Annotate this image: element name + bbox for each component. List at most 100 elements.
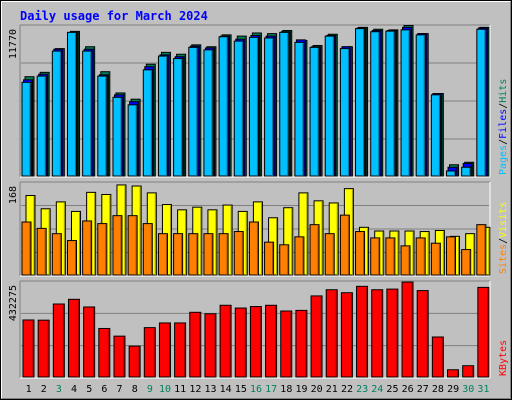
panel-visits-sites-bar-day-6 bbox=[97, 223, 108, 276]
panel-visits-sites-bar-day-5 bbox=[82, 220, 93, 276]
panel-kbytes-legend: KBytes bbox=[498, 340, 509, 376]
panel-hits-axis-max-label: 11770 bbox=[8, 29, 19, 59]
panel-visits-sites-bar-day-4 bbox=[66, 240, 77, 276]
panel-hits-pages-bar-day-16 bbox=[248, 36, 259, 177]
panel-visits-sites-bar-day-11 bbox=[173, 233, 184, 276]
panel-visits-sites-bar-day-8 bbox=[127, 215, 138, 276]
panel-kbytes-kbytes-bar-day-5 bbox=[83, 306, 96, 378]
panel-kbytes-kbytes-bar-day-21 bbox=[325, 289, 338, 378]
panel-kbytes-kbytes-bar-day-17 bbox=[265, 304, 278, 378]
panel-hits-pages-bar-day-5 bbox=[82, 50, 93, 177]
day-label-26: 26 bbox=[402, 384, 414, 395]
panel-visits-sites-bar-day-24 bbox=[370, 237, 381, 276]
panel-visits-sites-bar-day-26 bbox=[400, 245, 411, 276]
panel-hits-pages-bar-day-27 bbox=[415, 34, 426, 177]
panel-visits-sites-bar-day-28 bbox=[430, 242, 441, 276]
panel-visits-sites-bar-day-7 bbox=[112, 215, 123, 276]
day-label-13: 13 bbox=[204, 384, 216, 395]
panel-visits-sites-bar-day-20 bbox=[309, 224, 320, 276]
day-label-10: 10 bbox=[159, 384, 171, 395]
panel-hits-pages-bar-day-4 bbox=[66, 31, 77, 177]
day-label-9: 9 bbox=[147, 384, 153, 395]
day-label-11: 11 bbox=[174, 384, 186, 395]
panel-kbytes-kbytes-bar-day-24 bbox=[371, 289, 384, 378]
panel-hits-pages-bar-day-2 bbox=[36, 75, 47, 177]
panel-kbytes-kbytes-bar-day-4 bbox=[67, 298, 80, 378]
panel-visits-sites-bar-day-27 bbox=[415, 237, 426, 276]
day-label-31: 31 bbox=[477, 384, 489, 395]
day-label-4: 4 bbox=[71, 384, 77, 395]
day-label-5: 5 bbox=[86, 384, 92, 395]
panel-hits-pages-bar-day-8 bbox=[127, 104, 138, 177]
panel-hits-pages-bar-day-7 bbox=[112, 96, 123, 177]
panel-visits-sites-bar-day-31 bbox=[476, 224, 487, 276]
day-label-1: 1 bbox=[26, 384, 32, 395]
panel-visits-sites-bar-day-29 bbox=[446, 236, 457, 276]
panel-hits-pages-bar-day-14 bbox=[218, 36, 229, 177]
panel-hits-pages-bar-day-22 bbox=[339, 48, 350, 177]
day-label-20: 20 bbox=[311, 384, 323, 395]
panel-hits-pages-bar-day-13 bbox=[203, 49, 214, 177]
panel-kbytes-kbytes-bar-day-12 bbox=[189, 311, 202, 378]
legend-entry-pages: Pages bbox=[498, 145, 509, 175]
panel-visits-sites-bar-day-13 bbox=[203, 233, 214, 276]
day-label-19: 19 bbox=[295, 384, 307, 395]
panel-kbytes-kbytes-bar-day-14 bbox=[219, 304, 232, 378]
day-label-14: 14 bbox=[220, 384, 232, 395]
panel-visits-sites-bar-day-16 bbox=[248, 221, 259, 276]
panel-kbytes-kbytes-bar-day-16 bbox=[249, 306, 262, 378]
panel-hits-pages-bar-day-18 bbox=[279, 31, 290, 177]
day-label-18: 18 bbox=[280, 384, 292, 395]
panel-hits-pages-bar-day-9 bbox=[142, 69, 153, 177]
panel-hits-pages-bar-day-10 bbox=[157, 55, 168, 177]
panel-hits-pages-bar-day-23 bbox=[355, 28, 366, 177]
panel-kbytes-kbytes-bar-day-25 bbox=[386, 288, 399, 378]
panel-kbytes-kbytes-bar-day-27 bbox=[416, 290, 429, 378]
day-label-24: 24 bbox=[371, 384, 383, 395]
panel-visits-sites-bar-day-21 bbox=[324, 233, 335, 276]
panel-hits-pages-bar-day-25 bbox=[385, 30, 396, 177]
day-label-25: 25 bbox=[386, 384, 398, 395]
panel-visits-sites-bar-day-1 bbox=[21, 221, 32, 276]
day-label-2: 2 bbox=[41, 384, 47, 395]
legend-entry-kbytes: KBytes bbox=[498, 340, 509, 376]
legend-entry-files: Files bbox=[498, 109, 509, 139]
panel-kbytes-kbytes-bar-day-10 bbox=[158, 322, 171, 378]
panel-hits-pages-bar-day-29 bbox=[446, 170, 457, 177]
panel-visits-sites-bar-day-9 bbox=[142, 223, 153, 276]
day-label-6: 6 bbox=[101, 384, 107, 395]
panel-visits-sites-bar-day-22 bbox=[339, 214, 350, 276]
axis-labels: 11770 168 432275 bbox=[8, 29, 19, 321]
day-label-7: 7 bbox=[117, 384, 123, 395]
day-label-27: 27 bbox=[417, 384, 429, 395]
panel-hits-pages-bar-day-20 bbox=[309, 46, 320, 177]
panel-kbytes-kbytes-bar-day-3 bbox=[52, 303, 65, 378]
day-label-22: 22 bbox=[341, 384, 353, 395]
panel-hits-pages-bar-day-3 bbox=[51, 50, 62, 177]
panel-visits-sites-bar-day-23 bbox=[355, 231, 366, 276]
panel-kbytes-kbytes-bar-day-18 bbox=[280, 310, 293, 378]
day-label-29: 29 bbox=[447, 384, 459, 395]
panel-hits-pages-bar-day-21 bbox=[324, 35, 335, 177]
day-label-28: 28 bbox=[432, 384, 444, 395]
day-label-15: 15 bbox=[235, 384, 247, 395]
panel-hits-pages-bar-day-6 bbox=[97, 75, 108, 177]
day-label-16: 16 bbox=[250, 384, 262, 395]
panel-hits-pages-bar-day-11 bbox=[173, 58, 184, 177]
panel-kbytes-kbytes-bar-day-1 bbox=[22, 319, 35, 378]
panel-kbytes-kbytes-bar-day-9 bbox=[143, 327, 156, 378]
panel-kbytes-kbytes-bar-day-26 bbox=[401, 281, 414, 378]
legend-entry-separator: / bbox=[498, 238, 509, 244]
panel-visits-sites-bar-day-30 bbox=[461, 249, 472, 276]
panel-kbytes-kbytes-bar-day-11 bbox=[174, 322, 187, 378]
panel-visits-sites-bar-day-3 bbox=[51, 233, 62, 276]
panel-hits-pages-bar-day-28 bbox=[430, 94, 441, 177]
panel-visits-legend: Sites/Visits bbox=[498, 202, 509, 274]
panel-hits-pages-bar-day-30 bbox=[461, 166, 472, 177]
panel-visits-sites-bar-day-25 bbox=[385, 237, 396, 276]
day-labels: 1 2 3 4 5 6 7 8 9 10 11 12 13 14 15 16 17 18 19 20 21 22 23 24 2… bbox=[26, 384, 490, 395]
panel-kbytes-kbytes-bar-day-7 bbox=[113, 335, 126, 378]
panel-hits-pages-bar-day-31 bbox=[476, 28, 487, 177]
